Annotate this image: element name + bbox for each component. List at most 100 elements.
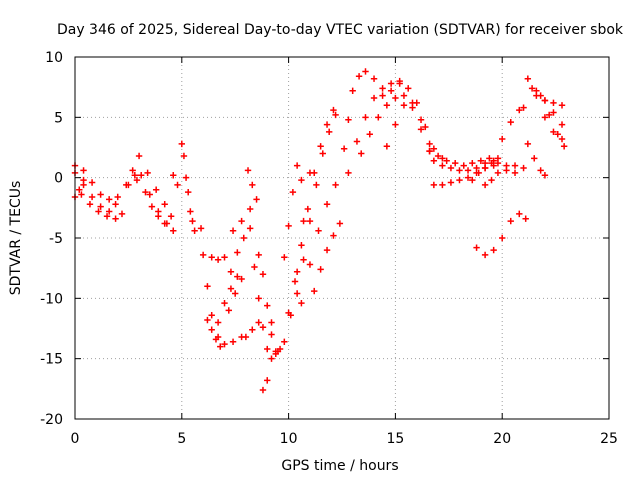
data-point: [400, 102, 408, 109]
data-point: [259, 386, 267, 394]
data-point: [298, 299, 305, 307]
data-point: [366, 131, 373, 138]
series-arc-37: [430, 157, 497, 189]
series-arc-31: [345, 77, 403, 177]
y-tick-label: 5: [54, 110, 63, 126]
series-arc-46: [541, 114, 566, 143]
series-arc-33: [379, 80, 446, 162]
data-point: [319, 150, 326, 157]
data-point: [170, 227, 177, 234]
data-point: [208, 254, 215, 261]
data-point: [379, 85, 386, 92]
data-point: [499, 234, 506, 242]
data-point: [182, 174, 190, 181]
data-point: [242, 333, 250, 341]
data-point: [490, 162, 497, 169]
data-point: [214, 319, 222, 326]
series-arc-39: [481, 162, 527, 189]
data-point: [507, 118, 514, 126]
data-point: [125, 181, 132, 189]
data-point: [494, 155, 502, 162]
data-points: [71, 68, 568, 394]
data-point: [135, 152, 143, 160]
data-point: [336, 220, 344, 227]
data-point: [528, 85, 536, 92]
series-arc-1: [71, 162, 139, 203]
data-point: [208, 312, 215, 319]
data-point: [464, 167, 472, 174]
data-point: [545, 111, 553, 119]
data-point: [469, 176, 476, 184]
data-point: [298, 242, 305, 249]
data-point: [353, 138, 361, 145]
data-point: [522, 215, 529, 222]
data-point: [238, 275, 245, 283]
data-point: [197, 225, 205, 232]
data-point: [439, 155, 446, 162]
data-point: [76, 186, 83, 193]
y-axis-title: SDTVAR / TECUs: [8, 181, 24, 296]
data-point: [225, 307, 232, 314]
x-tick-label: 5: [177, 431, 186, 447]
series-arc-15: [214, 273, 241, 326]
data-point: [221, 254, 228, 261]
data-point: [447, 179, 455, 186]
data-point: [426, 140, 433, 148]
y-tick-label: -5: [49, 231, 63, 247]
series-arc-44: [528, 85, 568, 150]
y-tick-label: -10: [40, 291, 63, 307]
data-point: [80, 176, 87, 184]
data-point: [375, 114, 382, 121]
data-point: [317, 266, 324, 273]
series-arc-12: [197, 225, 245, 348]
series-arc-27: [293, 111, 339, 297]
x-tick-label: 20: [493, 431, 511, 447]
series-arc-41: [490, 104, 527, 169]
series-arc-26: [285, 106, 337, 317]
x-tick-label: 0: [71, 431, 80, 447]
data-point: [167, 213, 175, 220]
data-point: [516, 106, 523, 114]
data-point: [131, 172, 139, 179]
data-point: [460, 162, 467, 169]
data-point: [199, 251, 207, 259]
series-arc-9: [170, 172, 181, 189]
series-arc-40: [473, 210, 529, 259]
data-point: [488, 176, 495, 184]
data-point: [400, 92, 408, 99]
data-point: [268, 355, 275, 362]
data-point: [249, 181, 256, 189]
data-point: [234, 249, 241, 256]
data-point: [469, 159, 476, 167]
data-point: [323, 201, 331, 208]
data-point: [443, 157, 450, 164]
data-point: [234, 273, 241, 280]
data-point: [503, 162, 510, 169]
data-point: [112, 215, 119, 222]
data-point: [293, 162, 301, 169]
data-point: [161, 201, 168, 208]
data-point: [306, 217, 314, 225]
data-point: [541, 97, 549, 104]
series-arc-42: [524, 140, 549, 179]
series-arc-13: [204, 316, 224, 350]
series-arc-4: [71, 176, 87, 201]
data-point: [152, 186, 160, 193]
series-arc-19: [244, 167, 260, 203]
data-point: [383, 102, 391, 109]
data-point: [315, 227, 322, 234]
data-point: [417, 126, 425, 133]
data-point: [97, 191, 104, 198]
data-point: [475, 169, 482, 177]
data-point: [430, 145, 438, 152]
data-point: [78, 191, 85, 198]
data-point: [114, 193, 121, 201]
data-point: [387, 87, 395, 94]
data-point: [221, 340, 228, 348]
y-tick-label: -15: [40, 352, 63, 368]
data-point: [291, 278, 299, 285]
data-point: [392, 121, 399, 128]
data-point: [464, 174, 472, 181]
data-point: [362, 114, 369, 121]
